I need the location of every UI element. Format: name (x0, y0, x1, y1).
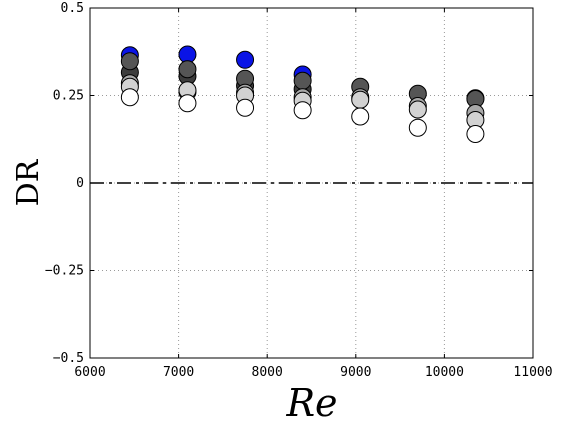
y-tick-label: 0.25 (53, 89, 84, 104)
y-tick-label: 0.5 (61, 1, 84, 16)
data-point (466, 125, 485, 143)
data-point (236, 50, 255, 69)
data-point (351, 90, 370, 109)
data-point (293, 71, 312, 90)
data-point (236, 98, 255, 117)
data-point (178, 60, 197, 79)
series-6 (120, 88, 485, 143)
x-tick-label: 9000 (340, 365, 371, 380)
plot-frame (89, 7, 534, 359)
data-point (120, 88, 139, 107)
x-tick-label: 6000 (74, 365, 105, 380)
x-tick-label: 10000 (425, 365, 464, 380)
data-point (120, 52, 139, 71)
data-point (408, 100, 427, 119)
x-tick-label: 7000 (163, 365, 194, 380)
y-tick-label: −0.5 (53, 351, 84, 366)
data-point (408, 118, 427, 137)
data-point (178, 94, 197, 113)
data-markers (120, 45, 485, 143)
y-tick-labels: −0.5 −0.25 0 0.25 0.5 (45, 1, 84, 366)
y-axis-label: DR (11, 158, 46, 206)
series-1 (120, 45, 312, 84)
series-5 (120, 77, 485, 129)
data-point (351, 107, 370, 126)
x-axis-label: Re (285, 381, 337, 425)
x-tick-labels: 6000 7000 8000 9000 10000 11000 (74, 365, 552, 380)
y-tick-label: 0 (76, 176, 84, 191)
x-tick-label: 11000 (513, 365, 552, 380)
x-tick-label: 8000 (252, 365, 283, 380)
y-tick-label: −0.25 (45, 264, 84, 279)
data-point (293, 101, 312, 120)
